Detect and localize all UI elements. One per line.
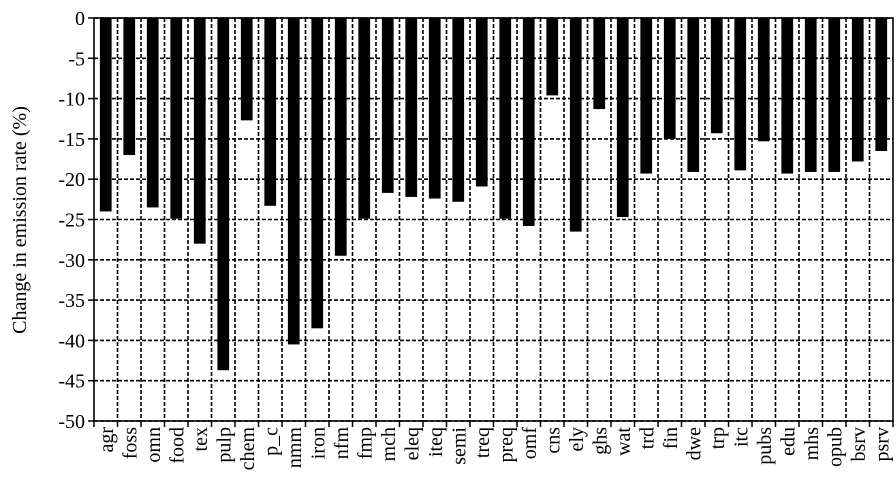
label-layer: 0 -5 -10 -15 -20 -25 -30 -35 -40 -45 -50 agr foss omn…	[58, 8, 893, 470]
bar-trp	[710, 18, 723, 134]
x-tick-label-omn: omn	[143, 427, 165, 463]
bar-tex	[193, 18, 206, 244]
bar-fmp	[358, 18, 371, 219]
bar-nfm	[334, 18, 347, 256]
x-tick-label-food: food	[166, 427, 188, 464]
x-tick-label-cns: cns	[542, 427, 564, 454]
x-tick-label-semi: semi	[448, 427, 470, 465]
x-tick-label-nmm: nmm	[284, 427, 306, 469]
x-tick-label-fmp: fmp	[354, 427, 376, 459]
bar-pubs	[757, 18, 770, 142]
bar-foss	[123, 18, 136, 156]
axis-layer	[88, 17, 894, 427]
bar-iron	[311, 18, 324, 329]
x-tick-label-iteq: iteq	[425, 427, 447, 457]
plot-frame	[93, 17, 894, 422]
x-tick-label-edu: edu	[777, 427, 799, 456]
grid-layer	[94, 17, 893, 422]
bar-iteq	[428, 18, 441, 199]
bar-food	[170, 18, 183, 219]
bar-opub	[828, 18, 841, 172]
x-tick-label-nfm: nfm	[331, 427, 353, 460]
y-tick-label: -15	[58, 129, 85, 151]
x-tick-label-agr: agr	[96, 427, 118, 453]
bar-preq	[499, 18, 512, 219]
x-tick-label-mhs: mhs	[801, 427, 823, 461]
x-tick-label-trd: trd	[636, 427, 658, 449]
y-tick-label: -40	[58, 330, 85, 352]
x-tick-label-iron: iron	[307, 427, 329, 459]
x-tick-label-foss: foss	[119, 427, 141, 459]
x-tick-label-eleq: eleq	[401, 427, 423, 460]
bar-itc	[734, 18, 747, 171]
x-tick-label-dwe: dwe	[683, 427, 705, 460]
bar-treq	[475, 18, 488, 187]
x-tick-label-psrv: psrv	[871, 427, 893, 461]
x-tick-label-ghs: ghs	[589, 427, 611, 455]
bar-cns	[546, 18, 559, 96]
x-tick-label-ely: ely	[566, 427, 588, 451]
bar-pulp	[217, 18, 230, 371]
bar-trd	[640, 18, 653, 174]
bar-fin	[663, 18, 676, 139]
x-tick-label-wat: wat	[613, 427, 635, 456]
y-tick-label: -45	[58, 371, 85, 393]
x-tick-label-trp: trp	[707, 427, 729, 449]
bar-mhs	[804, 18, 817, 172]
bar-dwe	[687, 18, 700, 172]
bar-ghs	[593, 18, 606, 110]
y-tick-label: -20	[58, 169, 85, 191]
bar-eleq	[405, 18, 418, 197]
x-tick-label-opub: opub	[824, 427, 846, 467]
x-tick-label-itc: itc	[730, 427, 752, 447]
bar-chem	[240, 18, 253, 121]
bar-semi	[452, 18, 465, 202]
x-tick-label-omf: omf	[519, 427, 541, 460]
x-tick-label-chem: chem	[237, 427, 259, 471]
bar-omf	[522, 18, 535, 226]
x-tick-label-pulp: pulp	[213, 427, 235, 463]
x-tick-label-fin: fin	[660, 427, 682, 449]
bar-mch	[381, 18, 394, 193]
y-tick-label: -30	[58, 250, 85, 272]
bar-omn	[146, 18, 159, 208]
y-axis-title: Change in emission rate (%)	[9, 106, 31, 334]
x-tick-label-treq: treq	[472, 427, 494, 458]
bar-wat	[616, 18, 629, 218]
bar-nmm	[287, 18, 300, 345]
bar-psrv	[875, 18, 888, 151]
bar-edu	[781, 18, 794, 174]
bar-layer	[99, 18, 888, 371]
bar-p_c	[264, 18, 277, 206]
bar-ely	[569, 18, 582, 232]
x-tick-label-tex: tex	[190, 427, 212, 451]
y-tick-label: -25	[58, 210, 85, 232]
x-tick-label-p_c: p_c	[260, 427, 282, 456]
y-tick-label: -35	[58, 290, 85, 312]
y-tick-label: -50	[58, 411, 85, 433]
y-tick-label: 0	[75, 8, 85, 30]
x-tick-label-preq: preq	[495, 427, 517, 463]
x-tick-label-mch: mch	[378, 427, 400, 461]
bar-agr	[99, 18, 112, 212]
x-tick-label-bsrv: bsrv	[848, 427, 870, 461]
bar-bsrv	[851, 18, 864, 162]
y-tick-label: -5	[68, 48, 85, 70]
x-tick-label-pubs: pubs	[754, 427, 776, 465]
y-tick-label: -10	[58, 89, 85, 111]
